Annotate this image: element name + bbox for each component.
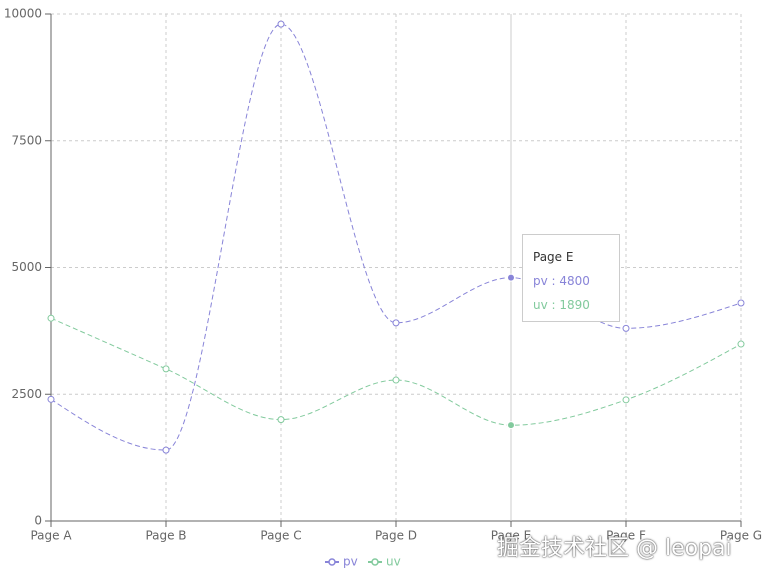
dot [47, 314, 55, 322]
y-tick-label: 0 [34, 514, 42, 528]
legend-icon-dot [328, 558, 336, 566]
legend-icon-dot [371, 558, 379, 566]
x-tick-label: Page D [375, 529, 417, 543]
dot [392, 319, 400, 327]
x-tick-label: Page G [720, 529, 762, 543]
y-tick-label: 5000 [11, 260, 42, 274]
tooltip-title: Page E [533, 250, 574, 264]
dot [392, 376, 400, 384]
tooltip-name: pv [533, 274, 548, 288]
y-tick-label: 2500 [11, 387, 42, 401]
y-tick-label: 10000 [4, 7, 42, 21]
dot [737, 340, 745, 348]
active-dot [507, 421, 515, 430]
tooltip-separator: : [547, 298, 560, 312]
dot [162, 446, 170, 454]
y-tick-label: 7500 [11, 133, 42, 147]
watermark: 掘金技术社区 @ leopai [497, 536, 732, 561]
dot [162, 365, 170, 373]
legend-label: pv [343, 555, 358, 569]
tooltip-name: uv [533, 298, 548, 312]
dot [277, 20, 285, 28]
tooltip-separator: : [547, 274, 560, 288]
dot [277, 416, 285, 424]
x-tick-label: Page E [491, 529, 531, 543]
tooltip-row: pv : 4800 [533, 269, 609, 293]
x-tick-label: Page F [606, 529, 646, 543]
tooltip: Page E pv : 4800 uv : 1890 [522, 234, 620, 322]
dot [737, 299, 745, 307]
tooltip-value: 1890 [559, 298, 590, 312]
active-dot [507, 273, 515, 282]
x-tick-label: Page A [30, 529, 72, 543]
tooltip-value: 4800 [559, 274, 590, 288]
legend-label: uv [386, 555, 401, 569]
x-tick-label: Page B [145, 529, 186, 543]
x-tick-label: Page C [260, 529, 301, 543]
dot [622, 324, 630, 332]
dot [622, 396, 630, 404]
tooltip-row: uv : 1890 [533, 293, 609, 317]
dot [47, 395, 55, 403]
